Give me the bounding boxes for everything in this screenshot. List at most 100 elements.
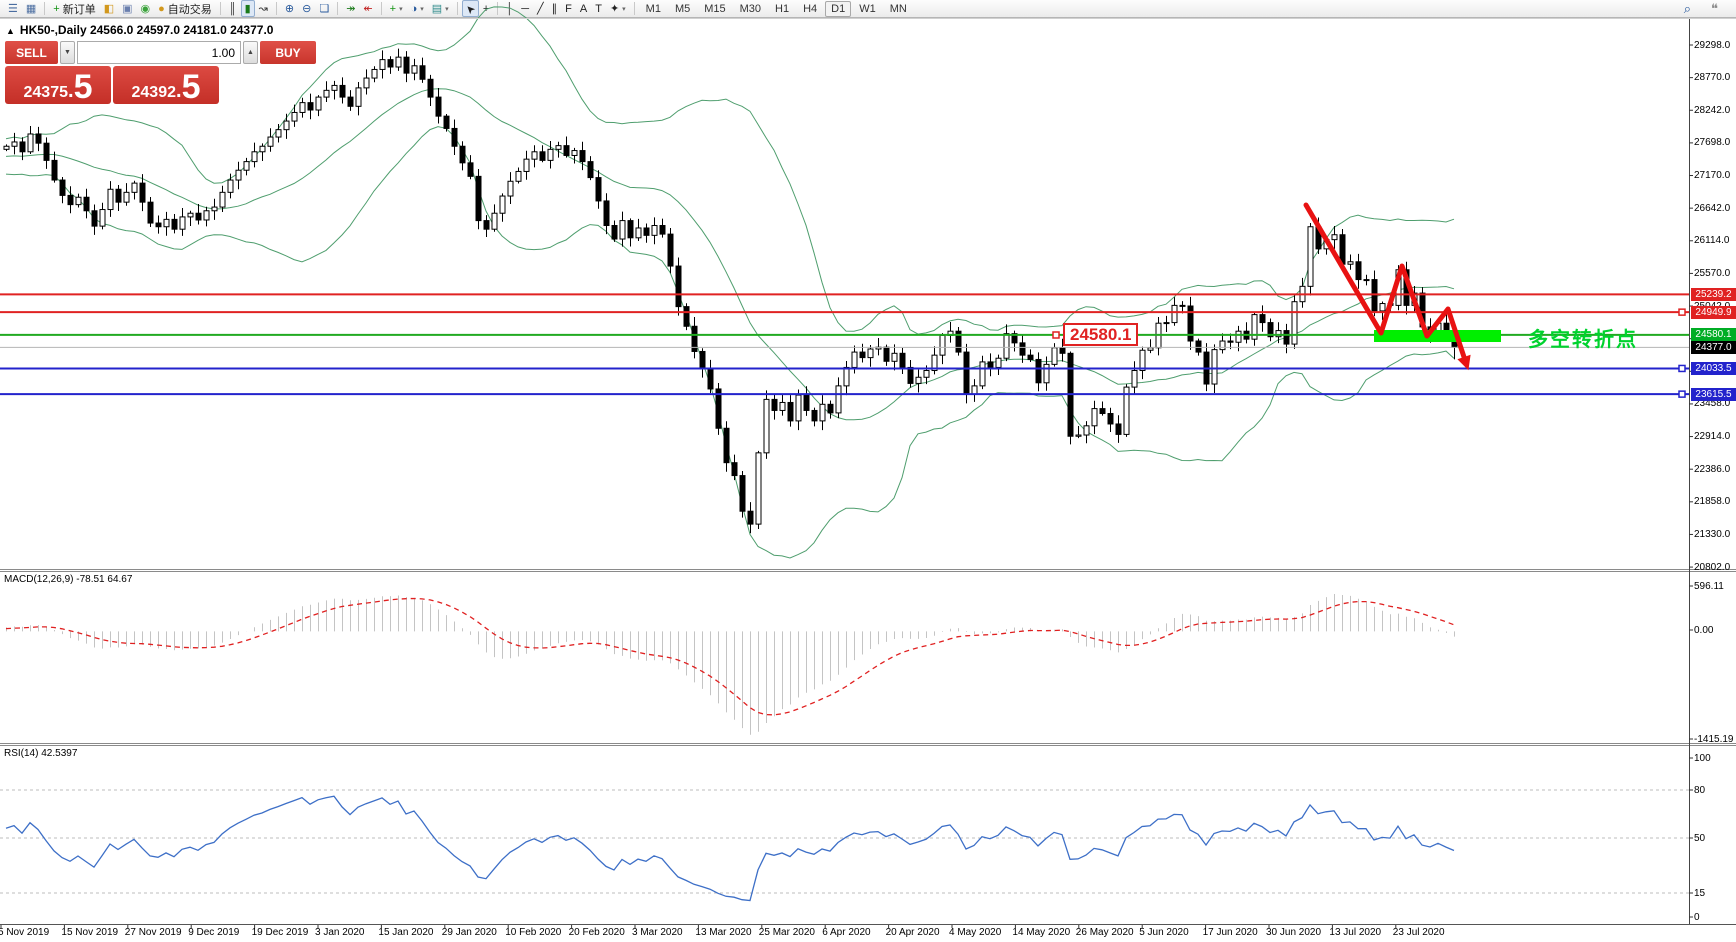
auto-scroll-button[interactable]: ↠ xyxy=(342,0,359,17)
axis-tick-label: 26114.0 xyxy=(1694,235,1730,247)
text-button[interactable]: A xyxy=(576,0,591,17)
date-label: 19 Dec 2019 xyxy=(251,927,309,938)
candlestick-chart-button[interactable]: ▮ xyxy=(240,0,255,17)
axis-tick-label: 29298.0 xyxy=(1694,39,1731,51)
tile-windows-button[interactable]: ❏ xyxy=(315,0,333,17)
macd-tick-label: 0.00 xyxy=(1694,624,1714,636)
bollinger-middle xyxy=(5,88,1455,421)
zoom-out-button[interactable]: ⊖ xyxy=(298,0,315,17)
buy-price-big-digit: 5 xyxy=(181,68,201,106)
history-center-button[interactable]: ◧ xyxy=(100,0,118,17)
search-button[interactable]: ⌕ xyxy=(1680,0,1695,17)
axis-tick-label: 25570.0 xyxy=(1694,267,1731,279)
date-label: 20 Apr 2020 xyxy=(885,927,940,938)
line-chart-icon: ↝ xyxy=(258,2,268,15)
price-badge: 23615.5 xyxy=(1691,387,1736,401)
toolbar: ☰ ▦ + 新订单 ◧ ▣ ◉ ● 自动交易 ║ ▮ ↝ ⊕ ⊖ ❏ ↠ ↞ + ▾ ◑ ▾ ▤ ▾ ➤ + │ ─ ╱ ∥ F A T ✦ ▾ M… xyxy=(0,0,1736,18)
history-center-icon: ◧ xyxy=(103,2,115,15)
line-endpoint-marker[interactable] xyxy=(1052,331,1060,339)
autotrading-button[interactable]: ● 自动交易 xyxy=(154,0,216,17)
templates-button[interactable]: ▤ ▾ xyxy=(428,0,453,17)
date-label: 4 May 2020 xyxy=(949,927,1002,938)
rsi-tick-label: 100 xyxy=(1694,752,1711,764)
chart-shift-icon: ↞ xyxy=(363,2,373,15)
chart-title: ▲ HK50-,Daily 24566.0 24597.0 24181.0 243… xyxy=(6,23,273,37)
timeframe-mn[interactable]: MN xyxy=(889,2,907,15)
toolbar-separator xyxy=(337,2,339,15)
axis-tick-label: 27170.0 xyxy=(1694,170,1731,182)
candlestick-chart-icon: ▮ xyxy=(244,2,251,15)
date-label: 10 Feb 2020 xyxy=(505,927,562,938)
text-icon: A xyxy=(579,2,588,15)
timeframe-h1[interactable]: H1 xyxy=(775,2,790,15)
axis-tick-label: 26642.0 xyxy=(1694,202,1731,214)
new-order-button[interactable]: + 新订单 xyxy=(49,0,99,17)
cursor-button[interactable]: ➤ xyxy=(461,0,479,17)
new-order-label: 新订单 xyxy=(62,3,96,16)
bar-chart-button[interactable]: ║ xyxy=(225,0,241,17)
fibonacci-button[interactable]: F xyxy=(561,0,576,17)
chart-shift-button[interactable]: ↞ xyxy=(359,0,376,17)
horizontal-line-icon: ─ xyxy=(521,2,529,15)
data-window-button[interactable]: ▦ xyxy=(22,0,40,17)
chat-button[interactable]: ❝ xyxy=(1707,0,1722,17)
toolbar-separator xyxy=(456,2,458,15)
line-chart-button[interactable]: ↝ xyxy=(255,0,272,17)
volume-input[interactable] xyxy=(77,41,241,64)
publisher-button[interactable]: ▣ xyxy=(118,0,136,17)
date-label: 26 May 2020 xyxy=(1075,927,1134,938)
timeframe-w1[interactable]: W1 xyxy=(859,2,876,15)
crosshair-button[interactable]: + xyxy=(479,0,493,17)
date-label: 17 Jun 2020 xyxy=(1202,927,1258,938)
price-badge: 24949.9 xyxy=(1691,305,1736,319)
horizontal-line-button[interactable]: ─ xyxy=(517,0,533,17)
sell-button[interactable]: SELL xyxy=(5,41,58,64)
indicators-button[interactable]: + ▾ xyxy=(386,0,407,17)
candles-layer[interactable] xyxy=(3,48,1458,534)
sell-price-display[interactable]: 24375. 5 xyxy=(5,66,111,104)
highlight-band[interactable] xyxy=(1374,330,1501,342)
timeframe-m30[interactable]: M30 xyxy=(739,2,762,15)
buy-price-display[interactable]: 24392. 5 xyxy=(113,66,219,104)
timeframe-d1[interactable]: D1 xyxy=(825,0,852,17)
date-label: 5 Nov 2019 xyxy=(0,927,50,938)
bollinger-bands xyxy=(5,6,1455,559)
date-label: 13 Jul 2020 xyxy=(1329,927,1382,938)
volume-decrease-button[interactable]: ▼ xyxy=(60,41,75,64)
fibonacci-icon: F xyxy=(565,2,572,15)
timeframe-m5[interactable]: M5 xyxy=(674,2,691,15)
buy-price-dot: . xyxy=(176,80,182,102)
buy-button[interactable]: BUY xyxy=(260,41,316,64)
arrows-button[interactable]: ✦ ▾ xyxy=(606,0,630,17)
equidistant-channel-button[interactable]: ∥ xyxy=(548,0,562,17)
axis-tick-label: 20802.0 xyxy=(1694,561,1731,573)
buy-price-main: 24392 xyxy=(131,84,177,101)
volume-increase-button[interactable]: ▲ xyxy=(243,41,258,64)
periods-dropdown-icon: ▾ xyxy=(420,5,424,13)
search-icon: ⌕ xyxy=(1683,0,1691,16)
zoom-in-button[interactable]: ⊕ xyxy=(281,0,298,17)
text-label-button[interactable]: T xyxy=(591,0,606,17)
trend-annotation-text[interactable]: 多空转折点 xyxy=(1528,329,1638,351)
trendline-button[interactable]: ╱ xyxy=(533,0,548,17)
collapse-triangle-icon[interactable]: ▲ xyxy=(6,26,15,36)
date-label: 15 Jan 2020 xyxy=(378,927,434,938)
toolbar-separator xyxy=(275,2,277,15)
axis-tick-label: 22386.0 xyxy=(1694,463,1731,475)
periods-button[interactable]: ◑ ▾ xyxy=(407,0,428,17)
timeframe-m15[interactable]: M15 xyxy=(704,2,726,15)
timeframe-m1[interactable]: M1 xyxy=(645,2,661,15)
signals-button[interactable]: ◉ xyxy=(137,0,155,17)
market-watch-button[interactable]: ☰ xyxy=(4,0,22,17)
toolbar-separator xyxy=(219,2,221,15)
price-annotation-label[interactable]: 24580.1 xyxy=(1063,323,1139,346)
rsi-tick-label: 80 xyxy=(1694,784,1706,796)
timeframe-h4[interactable]: H4 xyxy=(803,2,818,15)
zoom-in-icon: ⊕ xyxy=(284,2,295,15)
arrows-dropdown-icon: ▾ xyxy=(622,5,626,13)
trend-arrow[interactable] xyxy=(1303,202,1471,371)
date-label: 5 Jun 2020 xyxy=(1139,927,1189,938)
panel-frame xyxy=(0,18,1736,925)
